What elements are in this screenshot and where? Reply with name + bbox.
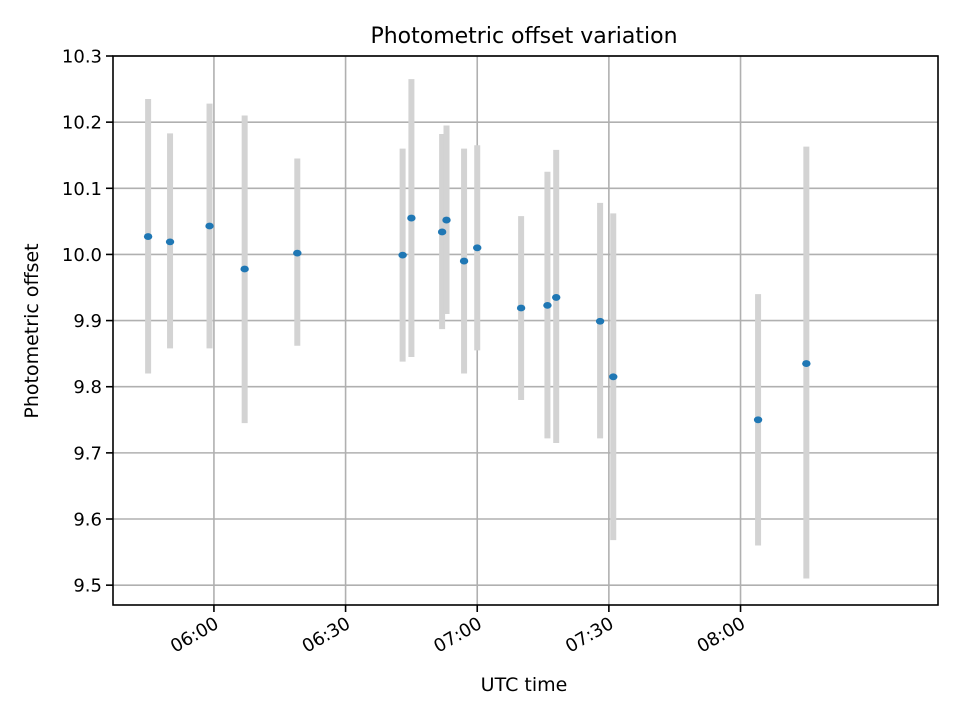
data-point <box>205 222 214 230</box>
y-tick-label: 9.8 <box>73 377 102 398</box>
y-tick-label: 10.0 <box>62 245 102 266</box>
y-tick-label: 10.3 <box>62 47 102 68</box>
x-tick-label: 07:30 <box>562 613 617 657</box>
y-tick-label: 9.6 <box>73 510 102 531</box>
data-point <box>543 301 552 309</box>
x-axis-ticks: 06:00 06:30 07:00 07:30 08:00 <box>167 605 749 657</box>
data-point <box>165 238 175 246</box>
x-tick-label: 07:00 <box>430 613 485 657</box>
x-tick-label: 08:00 <box>694 613 749 657</box>
x-axis-label: UTC time <box>481 674 568 696</box>
data-point <box>240 265 249 273</box>
data-point <box>595 317 605 325</box>
data-point <box>753 416 763 424</box>
y-tick-label: 9.9 <box>73 311 102 332</box>
grid <box>113 55 938 605</box>
x-tick-label: 06:30 <box>299 613 354 657</box>
y-tick-label: 10.1 <box>62 179 102 200</box>
data-point <box>459 257 469 265</box>
data-point <box>398 251 407 259</box>
data-point <box>437 228 447 236</box>
data-point <box>516 304 526 312</box>
chart-title: Photometric offset variation <box>370 24 677 49</box>
plot-frame <box>112 55 939 606</box>
data-point <box>473 244 482 252</box>
y-tick-label: 10.2 <box>62 113 102 134</box>
data-point <box>609 373 618 381</box>
data-point <box>802 360 811 367</box>
y-axis-label: Photometric offset <box>21 243 43 418</box>
data-points <box>143 214 811 424</box>
y-tick-label: 9.5 <box>73 576 102 597</box>
data-point <box>407 214 416 222</box>
x-tick-label: 06:00 <box>167 613 222 657</box>
y-tick-label: 9.7 <box>73 443 102 464</box>
y-axis-ticks: 9.5 9.6 9.7 9.8 9.9 10.0 10.1 10.2 10.3 <box>62 47 113 597</box>
data-point <box>143 233 153 240</box>
data-point <box>293 249 302 257</box>
data-point <box>552 294 561 301</box>
data-point <box>442 216 451 224</box>
